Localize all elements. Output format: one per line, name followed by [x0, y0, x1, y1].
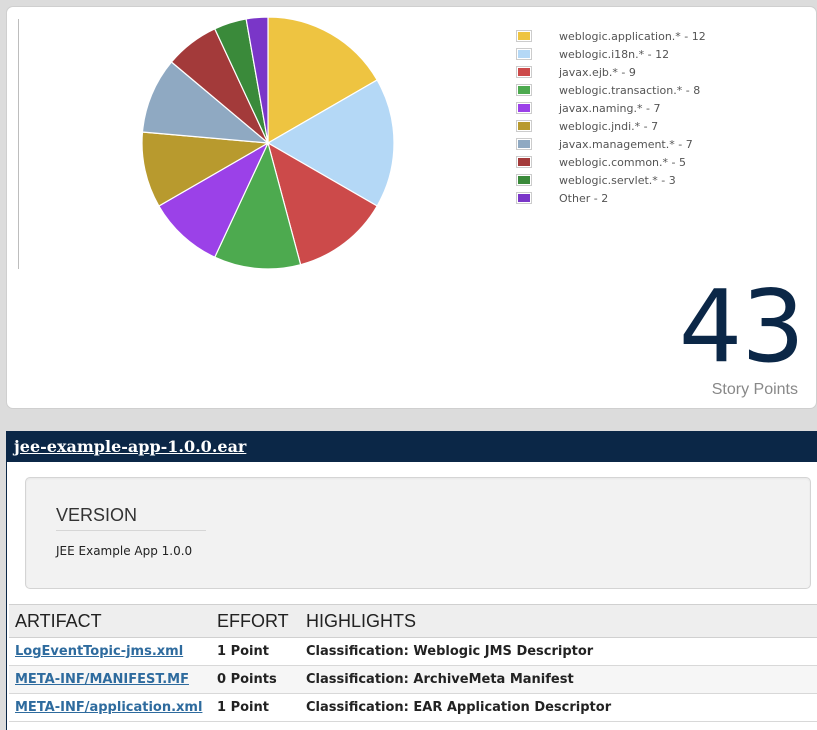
legend-swatch [516, 174, 532, 186]
legend-label: weblogic.application.* - 12 [559, 29, 706, 43]
highlights-cell: Classification: Weblogic JMS Descriptor [300, 637, 817, 666]
pie-slice-weblogic-application [267, 16, 378, 145]
effort-cell: 1 Point [211, 693, 300, 722]
artifact-link[interactable]: META-INF/application.xml [15, 700, 203, 715]
legend-item: weblogic.transaction.* - 8 [516, 81, 700, 99]
version-heading: VERSION [56, 505, 206, 531]
legend-swatch [516, 138, 532, 150]
legend-label: weblogic.transaction.* - 8 [559, 83, 701, 97]
legend-label: weblogic.common.* - 5 [559, 155, 686, 169]
legend-item: Other - 2 [516, 189, 608, 207]
artifact-link[interactable]: LogEventTopic-jms.xml [15, 644, 184, 659]
pie-slice-weblogic-transaction [213, 141, 302, 270]
legend-swatch [516, 102, 532, 114]
pie-slice-javax-ejb [267, 141, 378, 266]
table-row: META-INF/application.xml 1 Point Classif… [9, 693, 817, 722]
column-header-artifact: ARTIFACT [9, 604, 211, 638]
artifact-link[interactable]: META-INF/MANIFEST.MF [15, 672, 189, 687]
version-value: JEE Example App 1.0.0 [56, 544, 193, 558]
application-title-link[interactable]: jee-example-app-1.0.0.ear [14, 437, 247, 456]
artifact-cell: META-INF/MANIFEST.MF [9, 665, 211, 694]
legend-item: javax.naming.* - 7 [516, 99, 660, 117]
legend-label: Other - 2 [559, 191, 609, 205]
legend-label: weblogic.jndi.* - 7 [559, 119, 659, 133]
pie-chart [141, 16, 395, 270]
legend-label: javax.naming.* - 7 [559, 101, 661, 115]
legend-swatch [516, 156, 532, 168]
legend-item: javax.ejb.* - 9 [516, 63, 636, 81]
pie-slice-other [245, 16, 269, 144]
legend-swatch [516, 30, 532, 42]
effort-cell: 0 Points [211, 665, 300, 694]
pie-slice-weblogic-jndi [141, 131, 270, 207]
chart-panel: weblogic.application.* - 12 weblogic.i18n… [6, 6, 817, 409]
legend-label: weblogic.servlet.* - 3 [559, 173, 676, 187]
highlights-cell: Classification: EAR Application Descript… [300, 693, 817, 722]
application-panel: jee-example-app-1.0.0.ear VERSION JEE Ex… [6, 431, 817, 730]
legend-label: javax.management.* - 7 [559, 137, 693, 151]
table-row: LogEventTopic-jms.xml 1 Point Classifica… [9, 637, 817, 666]
story-points-value: 43 [678, 268, 805, 385]
pie-slice-javax-management [141, 61, 270, 144]
pie-slice-javax-naming [158, 141, 270, 258]
legend-item: weblogic.application.* - 12 [516, 27, 706, 45]
pie-slice-weblogic-i18n [266, 79, 395, 207]
effort-cell: 1 Point [211, 637, 300, 666]
artifact-cell: META-INF/application.xml [9, 693, 211, 722]
column-header-highlights: HIGHLIGHTS [300, 604, 817, 638]
legend-label: weblogic.i18n.* - 12 [559, 47, 670, 61]
legend-label: javax.ejb.* - 9 [559, 65, 636, 79]
legend-swatch [516, 66, 532, 78]
legend-swatch [516, 120, 532, 132]
artifact-table: ARTIFACT EFFORT HIGHLIGHTS LogEventTopic… [9, 604, 817, 722]
legend-item: weblogic.common.* - 5 [516, 153, 686, 171]
artifact-cell: LogEventTopic-jms.xml [9, 637, 211, 666]
application-header: jee-example-app-1.0.0.ear [7, 431, 817, 462]
legend-item: weblogic.servlet.* - 3 [516, 171, 676, 189]
legend-swatch [516, 48, 532, 60]
highlights-cell: Classification: ArchiveMeta Manifest [300, 665, 817, 694]
legend-swatch [516, 84, 532, 96]
table-row: META-INF/MANIFEST.MF 0 Points Classifica… [9, 665, 817, 694]
legend-item: weblogic.i18n.* - 12 [516, 45, 669, 63]
legend-item: javax.management.* - 7 [516, 135, 693, 153]
chart-axis-line [18, 19, 19, 269]
version-box: VERSION JEE Example App 1.0.0 [25, 477, 811, 589]
legend-swatch [516, 192, 532, 204]
legend-item: weblogic.jndi.* - 7 [516, 117, 658, 135]
column-header-effort: EFFORT [211, 604, 300, 638]
table-header-row: ARTIFACT EFFORT HIGHLIGHTS [9, 604, 817, 638]
story-points-label: Story Points [711, 381, 798, 398]
